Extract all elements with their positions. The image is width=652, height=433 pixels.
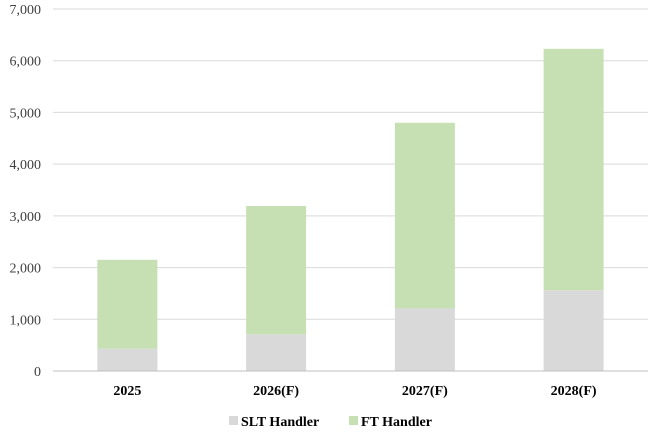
bars [97, 48, 604, 371]
y-tick-label: 7,000 [10, 3, 42, 18]
y-tick-label: 5,000 [10, 106, 42, 121]
legend-label: SLT Handler [241, 415, 319, 430]
legend-swatch [229, 416, 238, 425]
legend: SLT Handler FT Handler [229, 415, 432, 430]
x-tick-label: 2026(F) [253, 384, 299, 399]
y-tick-label: 4,000 [10, 158, 42, 173]
bar-ft-3 [543, 48, 604, 291]
x-tick-label: 2025 [113, 384, 141, 399]
bar-slt-2 [394, 308, 455, 371]
x-tick-label: 2028(F) [551, 384, 597, 399]
bar-ft-1 [246, 206, 307, 335]
y-axis-ticks: 0 1,000 2,000 3,000 4,000 5,000 6,000 7,000 [10, 3, 42, 380]
y-tick-label: 0 [34, 365, 41, 380]
legend-swatch [349, 416, 358, 425]
bar-ft-0 [97, 259, 158, 349]
y-tick-label: 2,000 [10, 262, 42, 277]
y-tick-label: 6,000 [10, 55, 42, 70]
bar-ft-2 [394, 122, 455, 309]
y-tick-label: 1,000 [10, 313, 42, 328]
bar-slt-0 [97, 348, 158, 371]
bar-slt-1 [246, 334, 307, 371]
x-tick-label: 2027(F) [402, 384, 448, 399]
bar-slt-3 [543, 290, 604, 371]
legend-label: FT Handler [361, 415, 432, 430]
y-tick-label: 3,000 [10, 210, 42, 225]
x-axis-ticks: 2025 2026(F) 2027(F) 2028(F) [113, 384, 597, 399]
